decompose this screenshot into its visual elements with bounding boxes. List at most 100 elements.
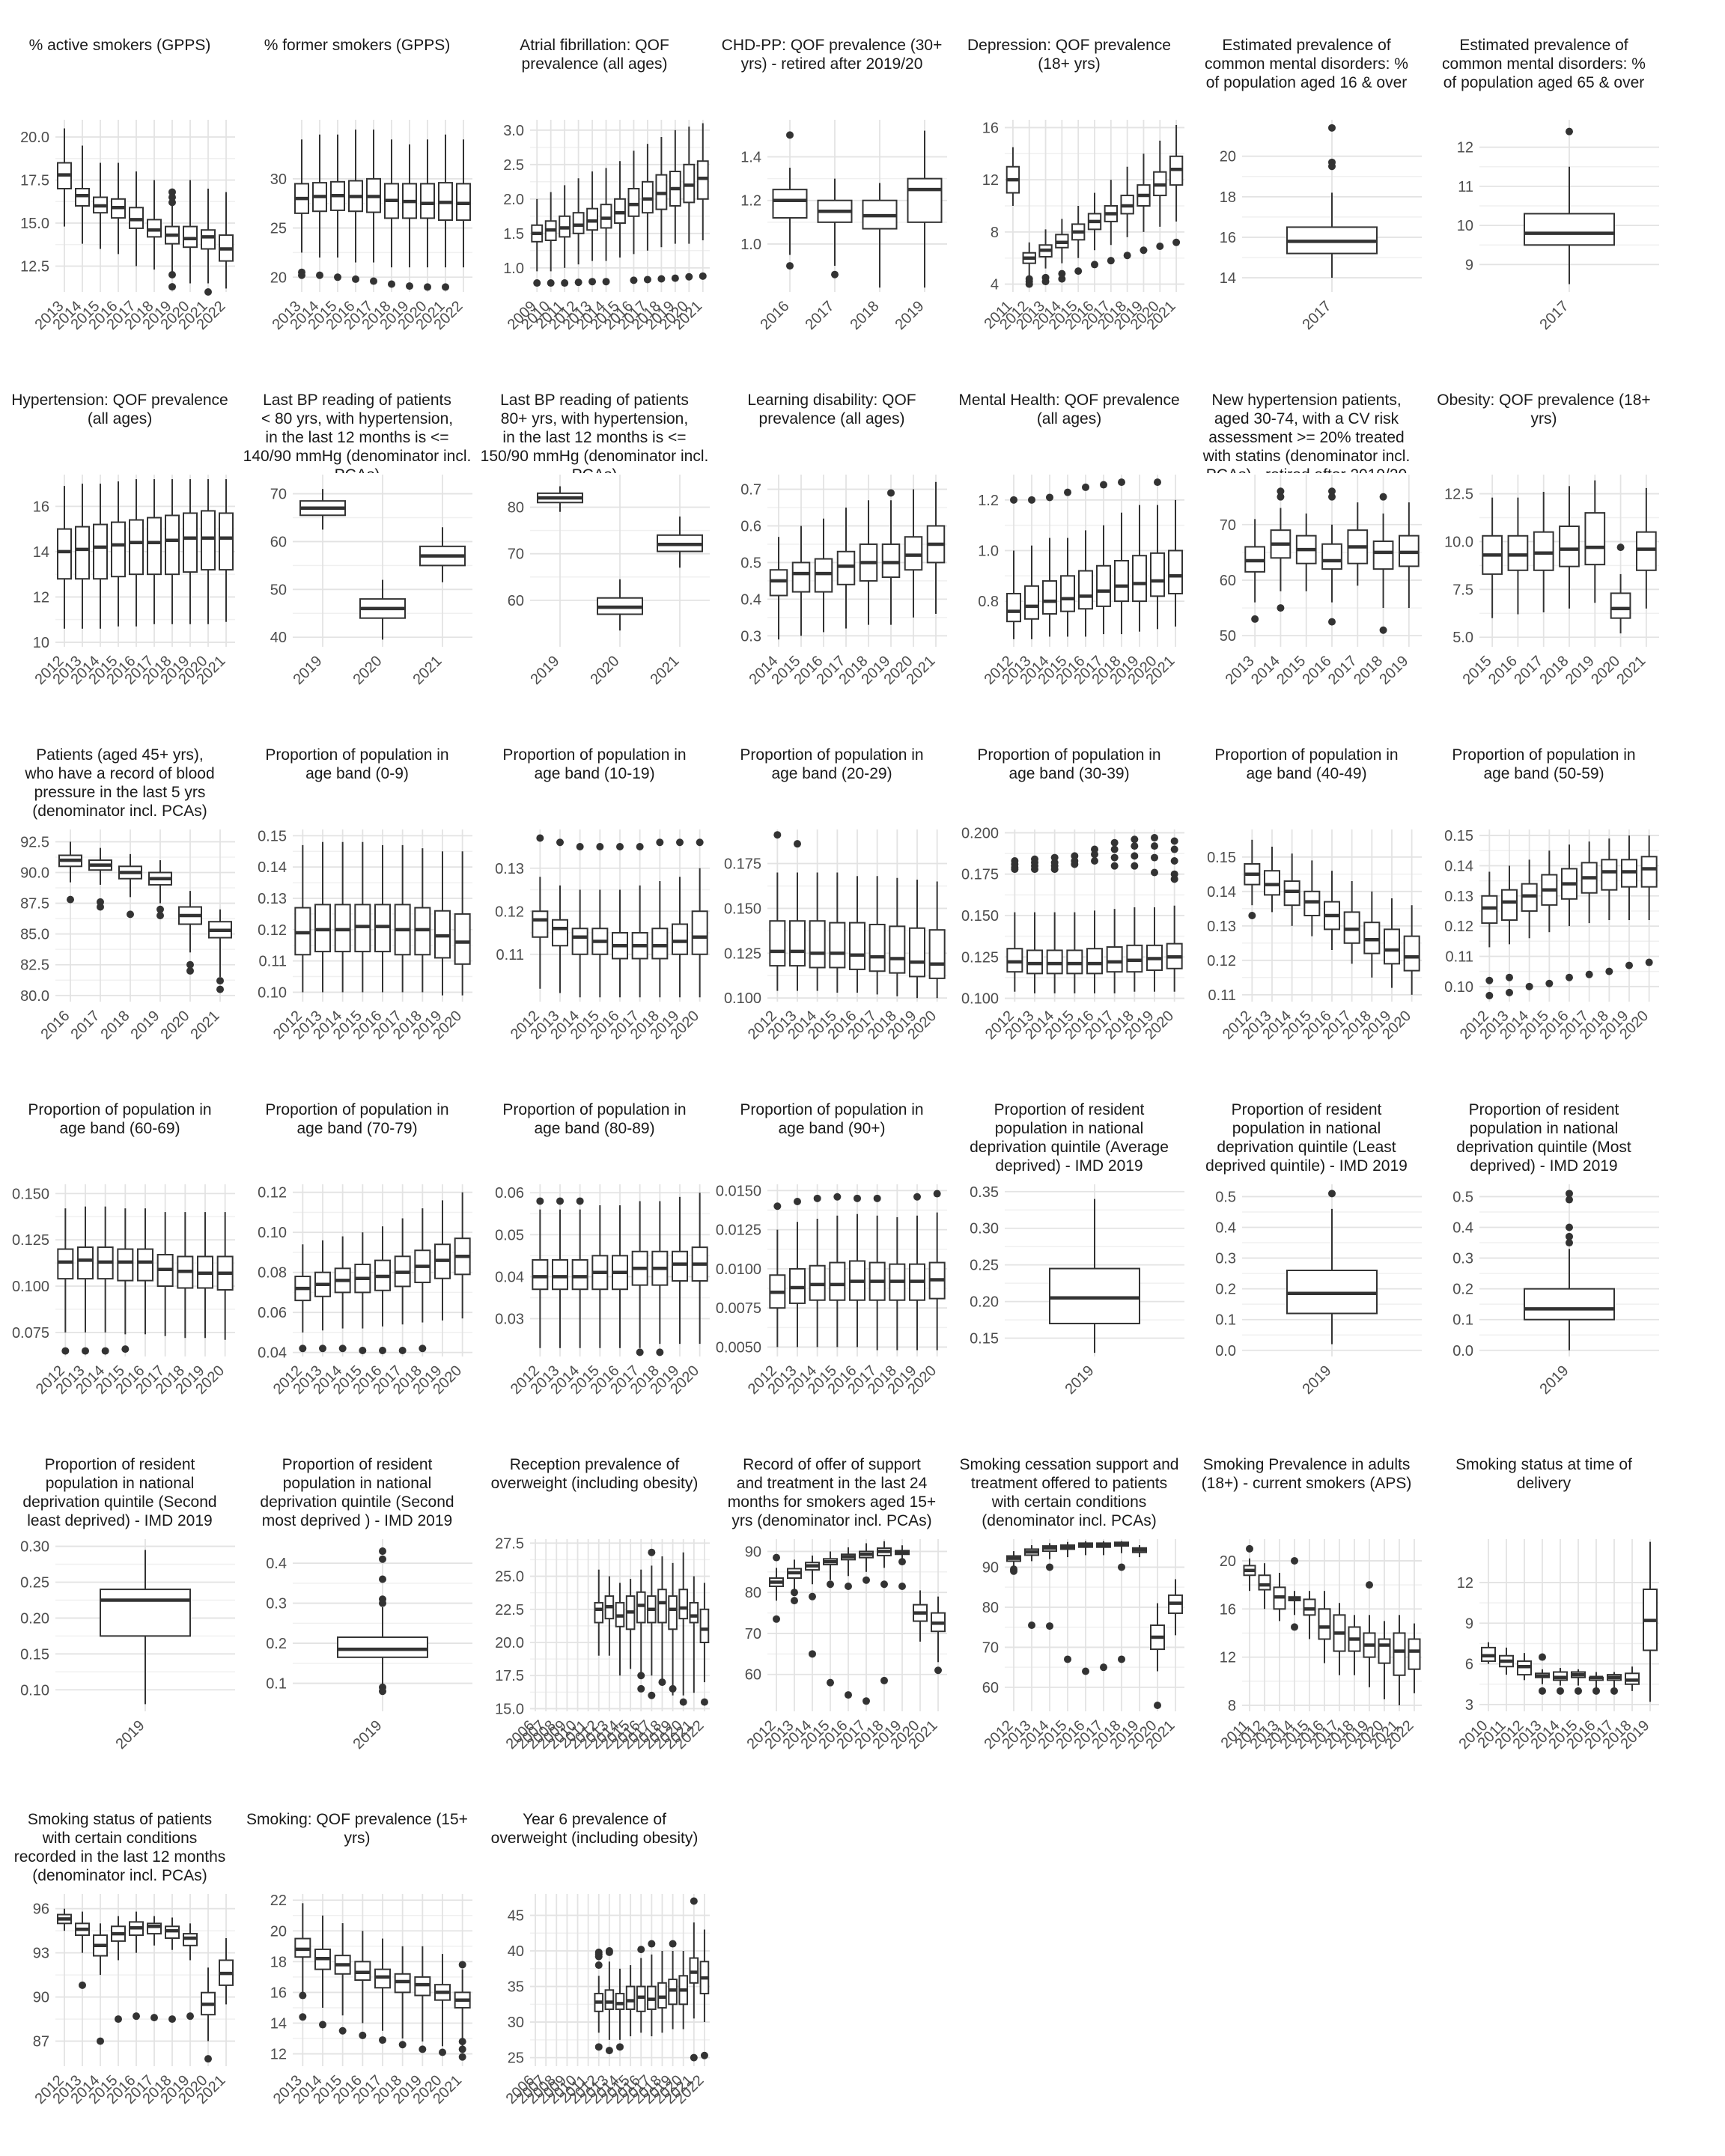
box-2019 — [402, 144, 417, 268]
box-body — [1042, 580, 1057, 615]
outlier-point — [398, 2041, 407, 2049]
y-tick-label: 0.13 — [1207, 919, 1236, 935]
box-2013 — [1273, 1573, 1286, 1621]
y-tick-label: 0.12 — [258, 1185, 287, 1202]
y-tick-label: 9 — [1465, 257, 1473, 273]
chart-title: Smoking cessation support and treatment o… — [951, 1455, 1187, 1538]
chart-plot: 5.0 7.5 10.0 12.5 20152016201720182019202020… — [1444, 475, 1659, 688]
chart-title-line: Smoking: QOF prevalence (15+ — [246, 1811, 468, 1828]
chart-title-line: Hypertension: QOF prevalence — [11, 392, 228, 409]
box-2016 — [1507, 497, 1529, 615]
y-tick-label: 92.5 — [20, 834, 49, 850]
outlier-point — [696, 838, 704, 847]
outlier-point — [1046, 1622, 1053, 1630]
box-2018 — [651, 881, 669, 998]
y-tick-label: 0.0 — [1452, 1343, 1473, 1359]
y-tick-label: 0.30 — [20, 1539, 49, 1556]
outlier-point — [1277, 604, 1285, 612]
box-2020 — [216, 1212, 234, 1340]
y-tick-label: 80.0 — [20, 988, 49, 1005]
box-2014 — [809, 1219, 826, 1348]
box-body — [868, 923, 886, 972]
box-2017 — [1096, 1541, 1111, 1556]
box-body — [1096, 564, 1111, 607]
y-tick-label: 0.1 — [1452, 1312, 1473, 1329]
box-2014 — [334, 841, 351, 993]
chart-plot: 80.0 82.5 85.0 87.5 90.0 92.5 2016201720182019… — [20, 829, 235, 1043]
y-tick-label: 10 — [1457, 218, 1473, 234]
box-body — [668, 1979, 678, 2006]
box-2018 — [655, 137, 668, 248]
outlier-point — [574, 278, 582, 287]
chart-title: Proportion of population in age band (80-… — [476, 1100, 713, 1183]
y-tick-label: 60 — [508, 593, 524, 609]
box-2022 — [699, 1929, 710, 2023]
outlier-point — [669, 1940, 677, 1948]
outlier-point — [616, 843, 624, 850]
box-2017 — [836, 508, 856, 629]
box-2018 — [1363, 891, 1381, 978]
box-2021 — [208, 909, 232, 978]
chart-title-line: Proportion of resident — [1231, 1101, 1382, 1118]
outlier-point — [813, 1194, 821, 1202]
box-2013 — [1038, 229, 1053, 269]
y-tick-label: 0.10 — [20, 1682, 49, 1699]
x-tick-label: 2020 — [350, 653, 386, 688]
box-body — [1610, 592, 1631, 619]
box-body — [1114, 560, 1129, 603]
box-2018 — [165, 479, 180, 624]
outlier-point — [576, 1197, 584, 1205]
outlier-point — [379, 2036, 386, 2044]
y-tick-label: 15.0 — [495, 1701, 524, 1717]
box-2016 — [1087, 192, 1102, 251]
box-2014 — [1521, 859, 1538, 939]
outlier-point — [61, 1347, 70, 1355]
chart-title-line: Proportion of resident — [282, 1456, 433, 1473]
chart-title-line: who have a record of blood — [25, 765, 215, 782]
chart-title-line: age band (0-9) — [305, 765, 409, 782]
y-tick-label: 12 — [982, 172, 999, 189]
box-body — [75, 526, 90, 580]
y-tick-label: 0.4 — [266, 1556, 287, 1572]
outlier-point — [1248, 912, 1256, 919]
y-tick-label: 7.5 — [1452, 582, 1473, 598]
chart-panel: Proportion of resident population in nati… — [1426, 1072, 1662, 1427]
box-2020 — [928, 881, 946, 999]
chart-title-line: age band (20-29) — [771, 765, 892, 782]
box-2014 — [314, 1915, 331, 2008]
box-2015 — [1482, 497, 1503, 618]
outlier-point — [299, 1345, 307, 1353]
y-tick-label: 0.2 — [1452, 1282, 1473, 1298]
box-2017 — [1333, 1603, 1346, 1675]
chart-panel: Last BP reading of patients 80+ yrs, with… — [476, 362, 713, 717]
outlier-point — [1566, 1223, 1573, 1231]
y-tick-label: 0.0075 — [716, 1300, 761, 1317]
x-tick-label: 2021 — [188, 1008, 223, 1043]
chart-title: Year 6 prevalence of overweight (includin… — [476, 1810, 713, 1892]
outlier-point — [168, 283, 176, 291]
outlier-point — [588, 278, 597, 286]
chart-plot: 6070809020122013201420152016201720182019… — [982, 1539, 1184, 1752]
outlier-point — [379, 1555, 386, 1563]
box-2010 — [1481, 1642, 1496, 1664]
box-body — [696, 160, 709, 200]
x-tick-label: 2017 — [1325, 653, 1360, 688]
box-2012 — [532, 1209, 549, 1348]
box-2017 — [631, 885, 648, 998]
box-body — [337, 1636, 428, 1658]
y-tick-label: 0.4 — [1452, 1220, 1473, 1237]
outlier-point — [1131, 835, 1139, 844]
box-2017 — [647, 1565, 657, 1676]
chart-title: Proportion of population in age band (50-… — [1426, 746, 1662, 828]
outlier-point — [458, 2038, 466, 2046]
chart-title: Proportion of resident population in nati… — [1188, 1100, 1425, 1183]
outlier-point — [880, 1676, 888, 1684]
chart-title: Proportion of population in age band (60-… — [1, 1100, 238, 1183]
y-tick-label: 20.0 — [20, 130, 49, 146]
y-tick-label: 0.1 — [266, 1676, 287, 1693]
y-tick-label: 10 — [33, 635, 49, 651]
box-body — [183, 512, 198, 573]
outlier-point — [791, 1597, 798, 1605]
outlier-point — [1091, 261, 1098, 269]
box-body — [1501, 889, 1518, 922]
